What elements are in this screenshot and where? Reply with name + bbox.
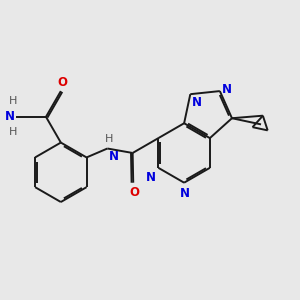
Text: O: O [130, 186, 140, 199]
Text: N: N [180, 187, 190, 200]
Text: N: N [192, 96, 202, 109]
Text: H: H [105, 134, 113, 144]
Text: N: N [222, 83, 232, 96]
Text: N: N [109, 150, 119, 163]
Text: O: O [57, 76, 67, 89]
Text: N: N [5, 110, 15, 123]
Text: H: H [8, 96, 17, 106]
Text: H: H [8, 127, 17, 137]
Text: N: N [146, 171, 155, 184]
